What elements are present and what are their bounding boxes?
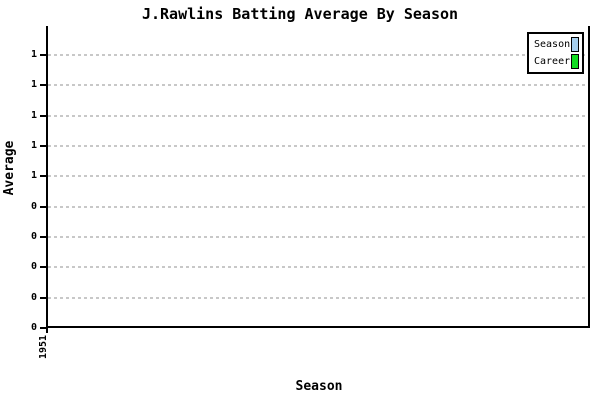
gridline <box>48 84 588 87</box>
plot-area <box>46 26 590 328</box>
y-tick-label: 1 <box>30 49 37 60</box>
y-tick-mark <box>40 327 47 329</box>
y-tick-label: 0 <box>30 200 37 212</box>
x-axis-label: Season <box>295 379 343 394</box>
y-tick-label: 1 <box>30 79 37 91</box>
y-tick-mark <box>40 114 47 117</box>
y-tick-mark <box>40 84 47 87</box>
y-tick-label: 0 <box>30 291 37 303</box>
legend-label: Career <box>534 55 571 67</box>
chart-title: J.Rawlins Batting Average By Season <box>141 5 459 23</box>
gridline <box>48 236 588 238</box>
gridline <box>48 205 588 208</box>
y-tick-mark <box>40 54 47 56</box>
y-tick-label: 0 <box>30 322 37 333</box>
gridline <box>48 266 588 269</box>
gridline <box>48 296 588 299</box>
y-tick-label: 0 <box>30 231 37 242</box>
x-tick-label-1951: 1951 <box>38 334 49 359</box>
legend-swatch-career <box>571 54 579 69</box>
y-tick-mark <box>40 236 47 238</box>
y-tick-mark <box>40 175 47 178</box>
y-tick-label: 1 <box>30 170 37 182</box>
gridline <box>48 175 588 178</box>
legend-label: Season <box>534 38 571 50</box>
y-tick-label: 1 <box>30 109 37 121</box>
y-tick-label: 0 <box>30 261 37 273</box>
y-tick-mark <box>40 296 47 299</box>
y-tick-mark <box>40 145 47 147</box>
legend: Season Career <box>527 32 584 74</box>
gridline <box>48 114 588 117</box>
legend-item-season: Season <box>534 37 579 52</box>
x-tick-mark <box>46 328 48 333</box>
y-tick-label: 1 <box>30 140 37 151</box>
y-tick-mark <box>40 205 47 208</box>
legend-swatch-season <box>571 37 579 52</box>
gridline <box>48 54 588 56</box>
gridline <box>48 145 588 147</box>
legend-item-career: Career <box>534 54 579 69</box>
y-tick-mark <box>40 266 47 269</box>
